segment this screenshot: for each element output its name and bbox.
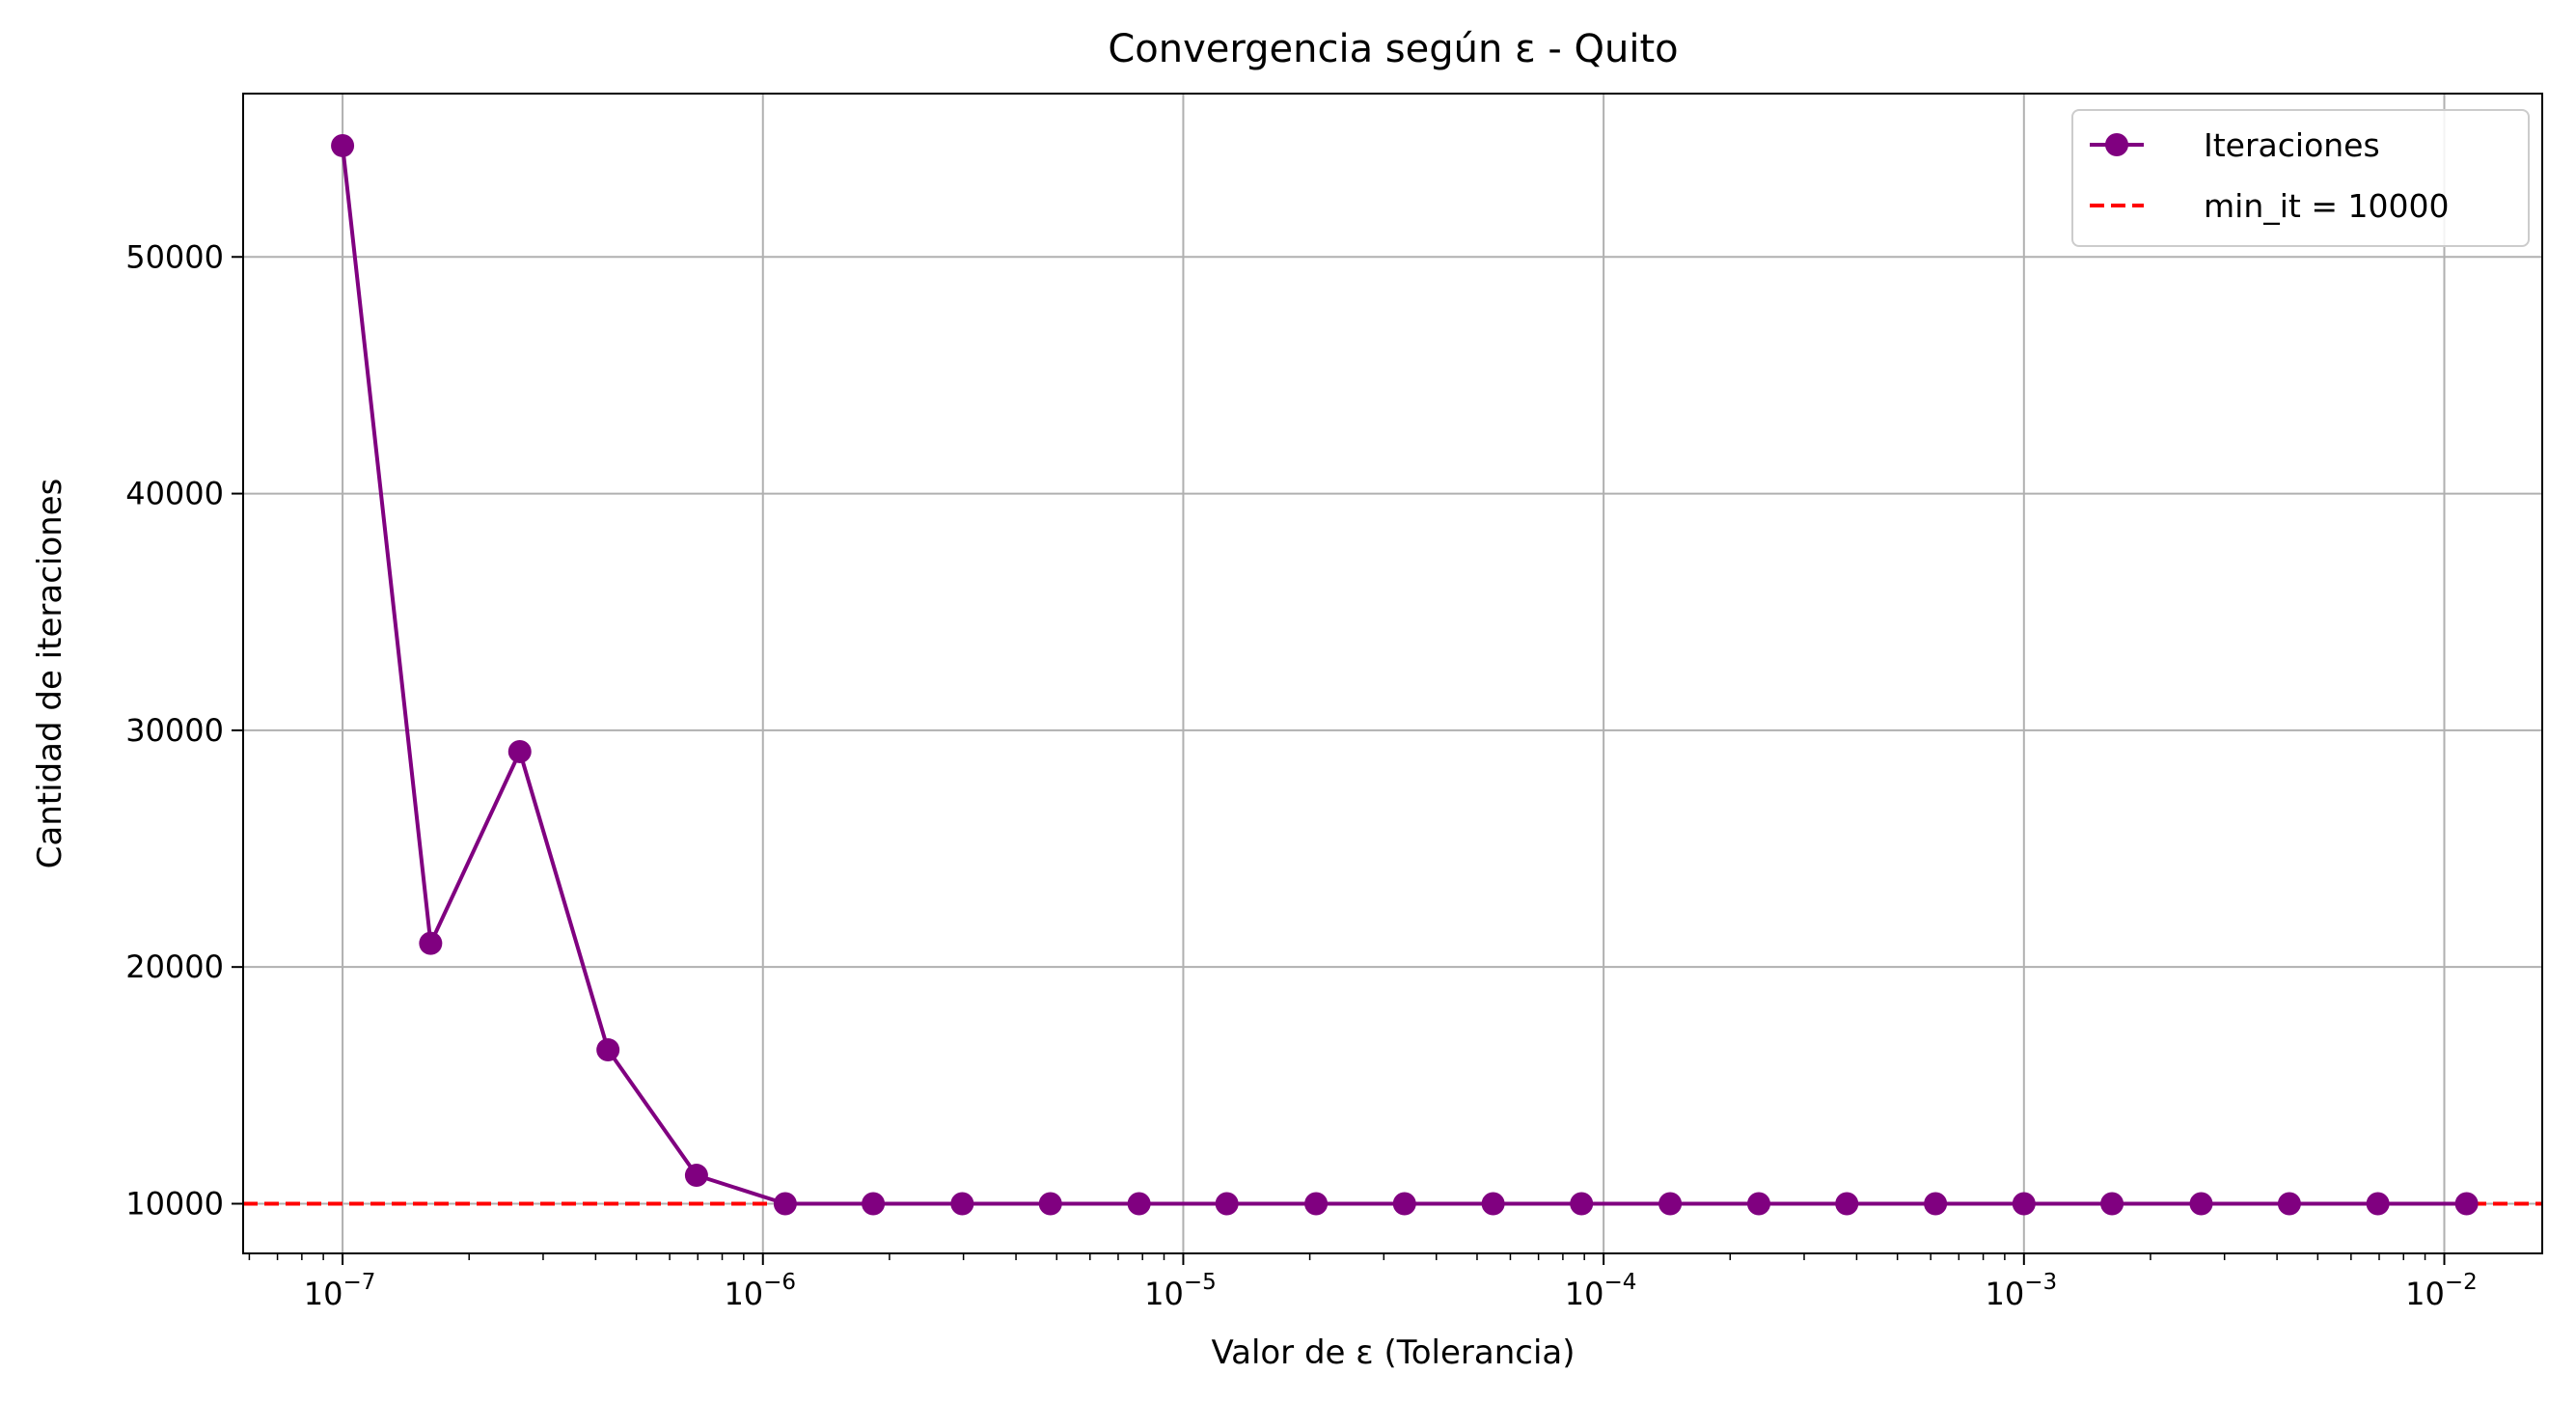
y-tick-label: 30000 xyxy=(125,712,224,749)
data-point xyxy=(1658,1192,1683,1216)
axes: 10−7 10−6 10−5 10−4 10−3 10−2 10000 20000 30000 4… xyxy=(125,238,2478,1312)
data-point xyxy=(862,1192,886,1216)
y-tick-label: 20000 xyxy=(125,948,224,985)
data-point xyxy=(950,1192,974,1216)
y-tick-label: 50000 xyxy=(125,238,224,275)
data-point xyxy=(2366,1192,2390,1216)
data-point xyxy=(1215,1192,1239,1216)
data-point xyxy=(2012,1192,2036,1216)
data-point xyxy=(2454,1192,2479,1216)
data-point xyxy=(419,931,443,955)
data-point xyxy=(331,133,355,157)
legend-box xyxy=(2071,109,2530,247)
data-point xyxy=(2189,1192,2213,1216)
data-point xyxy=(1835,1192,1859,1216)
data-point xyxy=(684,1164,708,1188)
data-point xyxy=(1481,1192,1505,1216)
y-tick-label: 40000 xyxy=(125,476,224,512)
x-tick-label: 10−3 xyxy=(1985,1270,2057,1312)
y-tick-label: 10000 xyxy=(125,1185,224,1222)
data-point xyxy=(1570,1192,1594,1216)
legend-label-iteraciones: Iteraciones xyxy=(2204,126,2380,164)
data-point xyxy=(1127,1192,1151,1216)
data-point xyxy=(773,1192,797,1216)
data-point xyxy=(507,739,532,763)
chart-title: Convergencia según ε - Quito xyxy=(1108,27,1678,71)
legend: Iteraciones min_it = 10000 xyxy=(2071,109,2530,247)
data-point xyxy=(1924,1192,1948,1216)
data-point xyxy=(1392,1192,1416,1216)
legend-label-min-it: min_it = 10000 xyxy=(2204,187,2449,225)
data-point xyxy=(596,1038,620,1062)
data-point xyxy=(1746,1192,1770,1216)
legend-marker-iteraciones xyxy=(2105,133,2128,156)
data-point xyxy=(1304,1192,1329,1216)
x-axis-label: Valor de ε (Tolerancia) xyxy=(1211,1333,1575,1372)
x-tick-label: 10−4 xyxy=(1565,1270,1637,1312)
data-point xyxy=(2100,1192,2124,1216)
y-axis-label: Cantidad de iteraciones xyxy=(31,479,69,869)
data-point xyxy=(1038,1192,1062,1216)
x-tick-label: 10−6 xyxy=(724,1270,796,1312)
x-tick-label: 10−7 xyxy=(304,1270,376,1312)
plot-frame xyxy=(242,93,2543,1254)
x-tick-label: 10−5 xyxy=(1144,1270,1217,1312)
series-layer xyxy=(331,133,2479,1216)
data-point xyxy=(2277,1192,2301,1216)
x-tick-label: 10−2 xyxy=(2405,1270,2478,1312)
